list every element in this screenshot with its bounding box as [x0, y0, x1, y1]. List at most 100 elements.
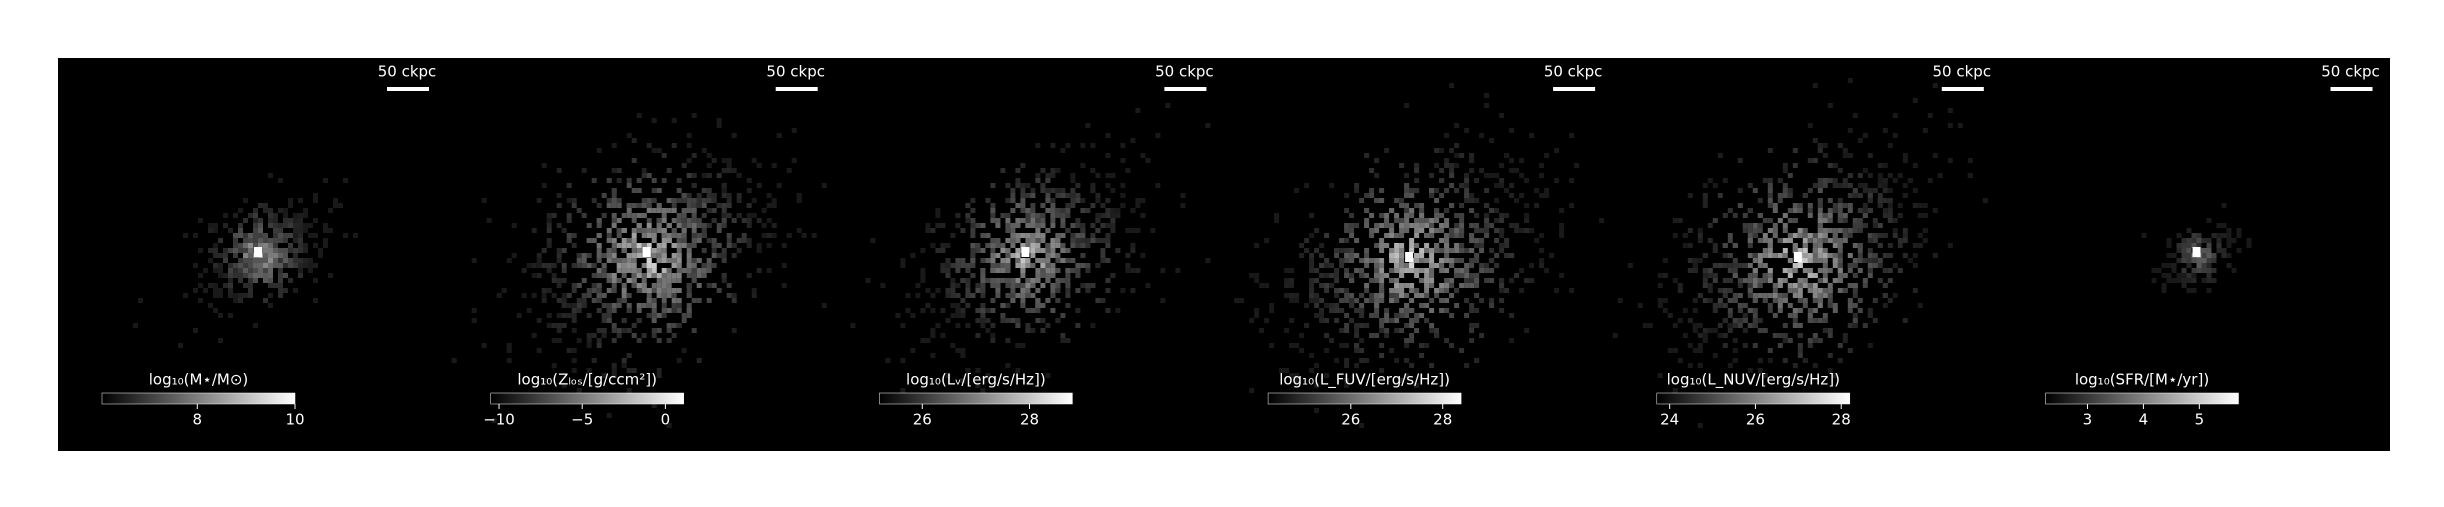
- pixel: [2221, 223, 2227, 228]
- pixel: [1782, 298, 1788, 303]
- pixel: [1434, 248, 1440, 253]
- pixel: [288, 258, 293, 263]
- pixel: [1867, 188, 1873, 193]
- pixel: [1060, 248, 1066, 253]
- pixel: [2206, 243, 2212, 248]
- pixel: [631, 263, 637, 268]
- pixel: [1837, 228, 1843, 233]
- pixel: [1752, 323, 1758, 328]
- scalebar: [2330, 87, 2373, 91]
- pixel: [1374, 303, 1380, 308]
- pixel: [611, 143, 617, 148]
- pixel: [1294, 293, 1300, 298]
- pixel: [1837, 243, 1843, 248]
- pixel: [1414, 328, 1420, 333]
- pixel: [691, 268, 697, 273]
- pixel: [551, 338, 557, 343]
- pixel: [238, 208, 243, 213]
- pixel: [601, 318, 607, 323]
- pixel: [1484, 103, 1490, 108]
- pixel: [1792, 248, 1798, 253]
- pixel: [1857, 258, 1863, 263]
- pixel: [1767, 248, 1773, 253]
- pixel: [1797, 333, 1803, 338]
- pixel: [1309, 293, 1315, 298]
- pixel: [2176, 258, 2182, 263]
- pixel: [1504, 153, 1510, 158]
- pixel: [616, 243, 622, 248]
- pixel: [1424, 293, 1430, 298]
- pixel: [1359, 268, 1365, 273]
- pixel: [1020, 198, 1026, 203]
- pixel: [2161, 288, 2167, 293]
- pixel: [656, 338, 662, 343]
- pixel: [228, 313, 233, 318]
- pixel: [233, 213, 238, 218]
- pixel: [248, 213, 253, 218]
- pixel: [606, 258, 612, 263]
- pixel: [2211, 278, 2217, 283]
- pixel: [1474, 213, 1480, 218]
- pixel: [561, 383, 567, 388]
- pixel: [1404, 268, 1410, 273]
- pixel: [1409, 268, 1415, 273]
- pixel: [1359, 293, 1365, 298]
- pixel: [1005, 253, 1011, 258]
- pixel: [1339, 258, 1345, 263]
- pixel: [696, 233, 702, 238]
- pixel: [1509, 128, 1515, 133]
- pixel: [995, 283, 1001, 288]
- pixel: [566, 218, 572, 223]
- pixel: [1499, 113, 1505, 118]
- pixel: [606, 303, 612, 308]
- pixel: [1932, 253, 1938, 258]
- pixel: [1837, 238, 1843, 243]
- pixel: [1005, 198, 1011, 203]
- pixel: [641, 173, 647, 178]
- pixel: [278, 268, 283, 273]
- pixel: [1005, 268, 1011, 273]
- pixel: [273, 283, 278, 288]
- pixel: [536, 348, 542, 353]
- pixel: [1364, 208, 1370, 213]
- pixel: [1040, 268, 1046, 273]
- pixel: [1757, 263, 1763, 268]
- pixel: [581, 303, 587, 308]
- pixel: [716, 173, 722, 178]
- pixel: [1334, 303, 1340, 308]
- pixel: [1489, 258, 1495, 263]
- pixel: [1727, 208, 1733, 213]
- pixel: [268, 303, 273, 308]
- pixel: [1509, 278, 1515, 283]
- pixel: [955, 303, 961, 308]
- pixel: [1792, 323, 1798, 328]
- pixel: [766, 218, 772, 223]
- pixel: [1045, 323, 1051, 328]
- pixel: [1394, 213, 1400, 218]
- pixel: [656, 283, 662, 288]
- pixel: [1697, 258, 1703, 263]
- pixel: [721, 158, 727, 163]
- pixel: [935, 213, 941, 218]
- pixel: [691, 258, 697, 263]
- pixel: [1459, 283, 1465, 288]
- pixel: [1817, 303, 1823, 308]
- pixel: [681, 223, 687, 228]
- pixel: [1389, 293, 1395, 298]
- pixel: [711, 198, 717, 203]
- pixel: [1807, 203, 1813, 208]
- pixel: [1912, 253, 1918, 258]
- pixel: [1857, 193, 1863, 198]
- pixel: [606, 308, 612, 313]
- pixel: [1857, 268, 1863, 273]
- pixel: [626, 213, 632, 218]
- pixel: [1135, 268, 1141, 273]
- pixel: [223, 213, 228, 218]
- pixel: [766, 268, 772, 273]
- pixel: [686, 268, 692, 273]
- pixel: [576, 308, 582, 313]
- pixel: [1359, 313, 1365, 318]
- pixel: [1767, 278, 1773, 283]
- pixel: [1015, 178, 1021, 183]
